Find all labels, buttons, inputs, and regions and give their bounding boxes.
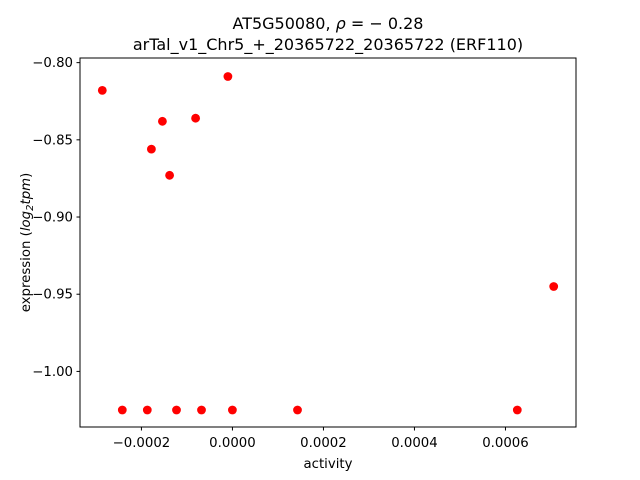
data-point (191, 113, 201, 123)
data-point (147, 144, 156, 154)
y-tick-label: −0.90 (32, 211, 73, 226)
data-point (549, 282, 559, 291)
data-point (197, 405, 206, 415)
data-point (97, 86, 107, 95)
data-point (293, 405, 302, 415)
chart-title-line1: AT5G50080, ρ = − 0.28 (233, 14, 424, 33)
data-point (512, 405, 522, 415)
x-tick-label: −0.0002 (113, 436, 171, 451)
x-tick-label: 0.0004 (391, 436, 438, 451)
data-point (172, 405, 181, 415)
x-axis-label: activity (303, 457, 352, 472)
chart-title-line2: arTal_v1_Chr5_+_20365722_20365722 (ERF11… (133, 35, 523, 55)
data-point (228, 405, 237, 415)
x-tick-label: 0.0006 (482, 436, 529, 451)
y-tick-label: −0.85 (32, 133, 73, 148)
y-tick-label: −0.80 (32, 56, 73, 71)
plot-border (79, 57, 577, 428)
data-point (117, 405, 127, 415)
y-axis-label: expression (log2tpm) (19, 173, 36, 313)
x-tick-label: 0.0000 (209, 436, 256, 451)
y-tick-label: −1.00 (32, 365, 73, 380)
x-tick-label: 0.0002 (300, 436, 347, 451)
data-point (158, 116, 167, 126)
data-point (142, 405, 152, 415)
y-tick-label: −0.95 (32, 288, 73, 303)
data-point (165, 170, 175, 180)
data-point (223, 72, 233, 81)
